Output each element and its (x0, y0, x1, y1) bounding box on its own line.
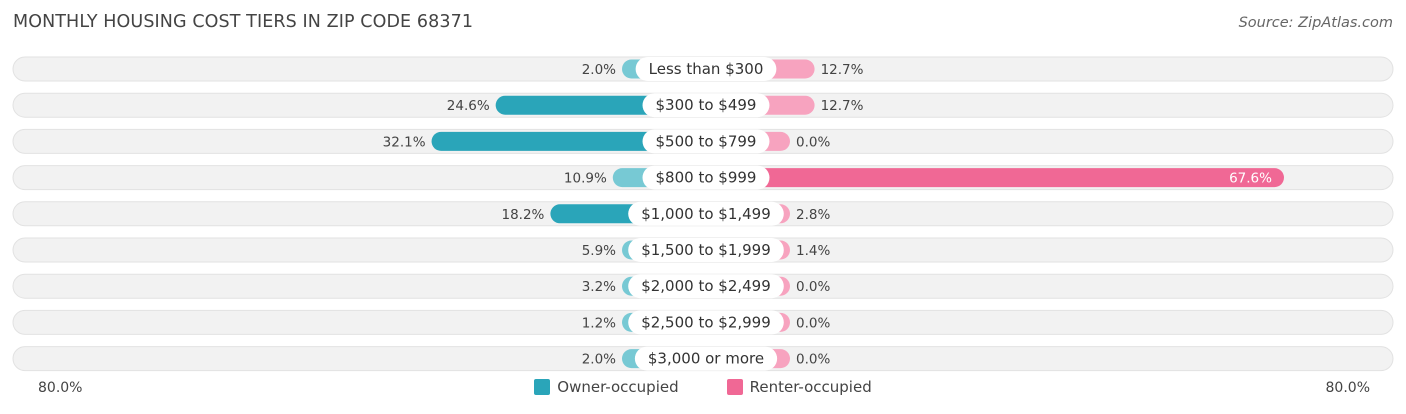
source-credit: Source: ZipAtlas.com (1238, 15, 1393, 31)
category-label: $300 to $499 (656, 96, 757, 114)
category-label: $1,500 to $1,999 (641, 241, 771, 259)
renter-value-label: 0.0% (796, 315, 830, 331)
renter-bar (706, 168, 1284, 188)
owner-value-label: 24.6% (447, 98, 490, 114)
owner-value-label: 18.2% (501, 207, 544, 223)
legend: Owner-occupied Renter-occupied (0, 378, 1406, 396)
owner-value-label: 32.1% (383, 134, 426, 150)
category-label-bg (635, 57, 777, 81)
legend-item-owner: Owner-occupied (534, 378, 679, 396)
category-label: $1,000 to $1,499 (641, 205, 771, 223)
renter-value-label: 1.4% (796, 243, 830, 259)
category-label-bg (642, 129, 770, 154)
renter-value-label: 2.8% (796, 207, 830, 223)
category-label: Less than $300 (649, 60, 764, 78)
category-label-bg (634, 346, 778, 371)
renter-value-label: 0.0% (796, 134, 830, 150)
renter-value-label: 67.6% (1229, 171, 1272, 187)
category-label-bg (628, 201, 784, 226)
category-label: $3,000 or more (648, 350, 764, 368)
owner-value-label: 2.0% (582, 62, 616, 78)
chart-title: MONTHLY HOUSING COST TIERS IN ZIP CODE 6… (13, 12, 474, 32)
category-label: $2,000 to $2,499 (641, 277, 771, 295)
axis-min-label: 80.0% (38, 380, 83, 396)
owner-value-label: 5.9% (582, 243, 616, 259)
category-label-bg (642, 165, 770, 190)
owner-value-label: 2.0% (582, 352, 616, 368)
owner-value-label: 10.9% (564, 171, 607, 187)
renter-value-label: 0.0% (796, 279, 830, 295)
axis-max-label: 80.0% (1325, 380, 1370, 396)
category-label-bg (642, 93, 770, 118)
renter-value-label: 12.7% (821, 98, 864, 114)
legend-swatch-renter (726, 379, 743, 395)
category-label: $500 to $799 (656, 132, 757, 150)
category-label-bg (628, 310, 784, 335)
category-label: $800 to $999 (656, 169, 757, 187)
legend-label-owner: Owner-occupied (557, 378, 679, 396)
owner-value-label: 3.2% (582, 279, 616, 295)
renter-value-label: 12.7% (821, 62, 864, 78)
renter-value-label: 0.0% (796, 352, 830, 368)
category-label: $2,500 to $2,999 (641, 313, 771, 331)
legend-label-renter: Renter-occupied (749, 378, 872, 396)
legend-item-renter: Renter-occupied (697, 378, 872, 396)
legend-swatch-owner (534, 379, 551, 395)
owner-bar (431, 131, 706, 151)
category-label-bg (628, 238, 784, 262)
owner-value-label: 1.2% (582, 315, 616, 331)
category-label-bg (628, 274, 784, 299)
